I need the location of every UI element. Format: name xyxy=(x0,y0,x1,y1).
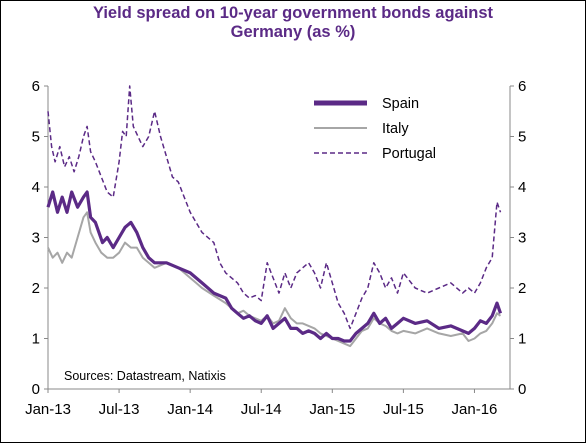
legend-label-portugal: Portugal xyxy=(382,146,436,162)
source-note: Sources: Datastream, Natixis xyxy=(64,369,226,383)
chart-title-line1: Yield spread on 10-year government bonds… xyxy=(92,4,494,22)
x-tick-label: Jan-14 xyxy=(167,401,213,418)
y-tick-label-right: 0 xyxy=(518,381,526,398)
series-line-portugal xyxy=(47,85,502,330)
x-tick-label: Jan-15 xyxy=(309,401,355,418)
axes: 0 0 1 1 2 2 3 3 4 4 5 5 6 6 Jan-13 Jul-13 Jan-14 Jul-14 Ja… xyxy=(25,78,526,418)
series-line-spain xyxy=(46,190,503,343)
x-tick-label: Jan-16 xyxy=(452,401,498,418)
legend-label-italy: Italy xyxy=(382,121,409,137)
y-tick-label: 2 xyxy=(32,280,40,297)
x-tick-label: Jul-15 xyxy=(383,401,424,418)
y-tick-label: 1 xyxy=(32,331,40,348)
y-tick-label-right: 3 xyxy=(518,230,526,247)
y-tick-label: 5 xyxy=(32,129,40,146)
chart-title: Yield spread on 10-year government bonds… xyxy=(0,4,586,42)
legend-label-spain: Spain xyxy=(382,96,419,112)
series-lines xyxy=(46,85,503,348)
x-tick-label: Jan-13 xyxy=(25,401,71,418)
chart-title-line2: Germany (as %) xyxy=(230,23,356,41)
y-tick-label-right: 1 xyxy=(518,331,526,348)
y-tick-label-right: 4 xyxy=(518,179,526,196)
y-tick-label: 3 xyxy=(32,230,40,247)
y-tick-label-right: 5 xyxy=(518,129,526,146)
legend: Spain Italy Portugal xyxy=(314,96,436,162)
y-tick-label-right: 2 xyxy=(518,280,526,297)
x-tick-label: Jul-14 xyxy=(241,401,282,418)
y-tick-label: 4 xyxy=(32,179,40,196)
x-tick-label: Jul-13 xyxy=(99,401,140,418)
y-tick-label: 0 xyxy=(32,381,40,398)
y-tick-label: 6 xyxy=(32,78,40,95)
y-tick-label-right: 6 xyxy=(518,78,526,95)
